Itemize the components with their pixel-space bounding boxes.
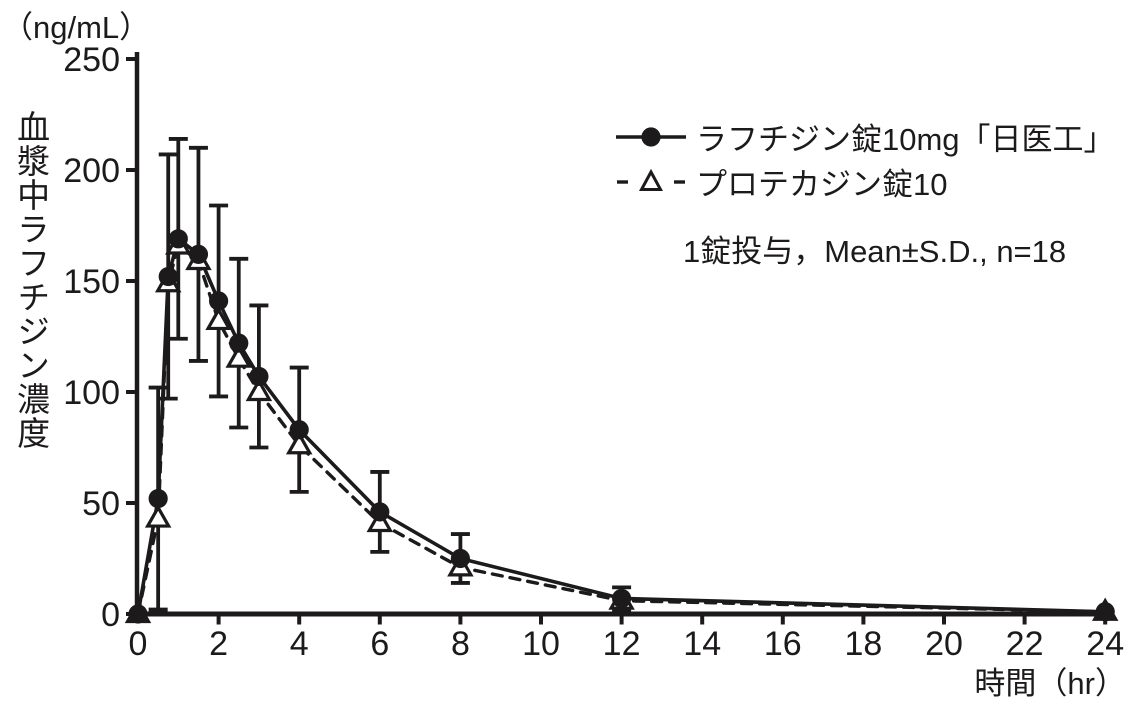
- open-triangle-dashed-line-icon: [617, 168, 685, 191]
- data-point-filled-circle: [612, 588, 632, 609]
- data-point-open-triangle: [225, 344, 252, 368]
- data-point-open-triangle: [144, 504, 172, 528]
- y-tick-label: 100: [63, 374, 120, 412]
- x-tick-label: 12: [603, 625, 641, 663]
- x-tick-label: 10: [522, 625, 560, 663]
- data-point-filled-circle: [289, 420, 309, 440]
- data-point-open-triangle: [245, 377, 273, 402]
- data-point-filled-circle: [188, 244, 209, 264]
- x-tick-label: 6: [370, 625, 389, 663]
- x-tick-label: 20: [925, 625, 963, 663]
- x-tick-label: 22: [1006, 625, 1044, 663]
- x-tick-label: 16: [764, 625, 802, 663]
- series-line-1: [136, 243, 1107, 616]
- y-tick-label: 50: [82, 485, 120, 523]
- data-point-filled-circle: [229, 333, 249, 353]
- data-point-filled-circle: [128, 604, 148, 624]
- y-axis-unit-label: （ng/mL）: [2, 10, 151, 45]
- legend: ラフチジン錠10mg「日医工」 プロテカジン錠10: [615, 114, 1115, 204]
- filled-circle-solid-line-icon: [616, 126, 686, 147]
- x-axis-title: 時間（hr）: [974, 666, 1126, 701]
- data-point-filled-circle: [158, 266, 178, 287]
- x-tick-label: 4: [290, 625, 309, 663]
- y-tick-label: 200: [63, 152, 120, 190]
- legend-item-protecadin: プロテカジン錠10: [615, 159, 1115, 204]
- x-tick-label: 0: [129, 625, 148, 663]
- x-tick-label: 8: [451, 625, 470, 663]
- data-point-filled-circle: [209, 291, 229, 311]
- data-point-open-triangle: [205, 306, 232, 331]
- y-tick-label: 0: [101, 596, 120, 634]
- legend-item-lafutidine: ラフチジン錠10mg「日医工」: [615, 114, 1115, 159]
- data-point-filled-circle: [168, 229, 188, 249]
- dose-mean-sd-annotation: 1錠投与，Mean±S.D., n=18: [683, 234, 1067, 269]
- x-tick-label: 2: [209, 625, 228, 663]
- x-tick-label: 24: [1086, 625, 1124, 663]
- y-tick-label: 250: [63, 41, 120, 79]
- data-point-filled-circle: [450, 548, 470, 569]
- legend-label-protecadin: プロテカジン錠10: [696, 167, 948, 202]
- data-point-filled-circle: [1095, 602, 1115, 622]
- data-point-open-triangle: [285, 431, 313, 455]
- y-axis-title: 血漿中ラフチジン濃度: [12, 110, 50, 450]
- data-point-filled-circle: [148, 488, 168, 509]
- y-tick-label: 150: [63, 263, 120, 301]
- legend-label-lafutidine: ラフチジン錠10mg「日医工」: [696, 122, 1115, 157]
- data-point-filled-circle: [370, 502, 390, 522]
- data-point-filled-circle: [249, 366, 269, 387]
- x-tick-label: 18: [844, 625, 882, 663]
- x-tick-label: 14: [683, 625, 721, 663]
